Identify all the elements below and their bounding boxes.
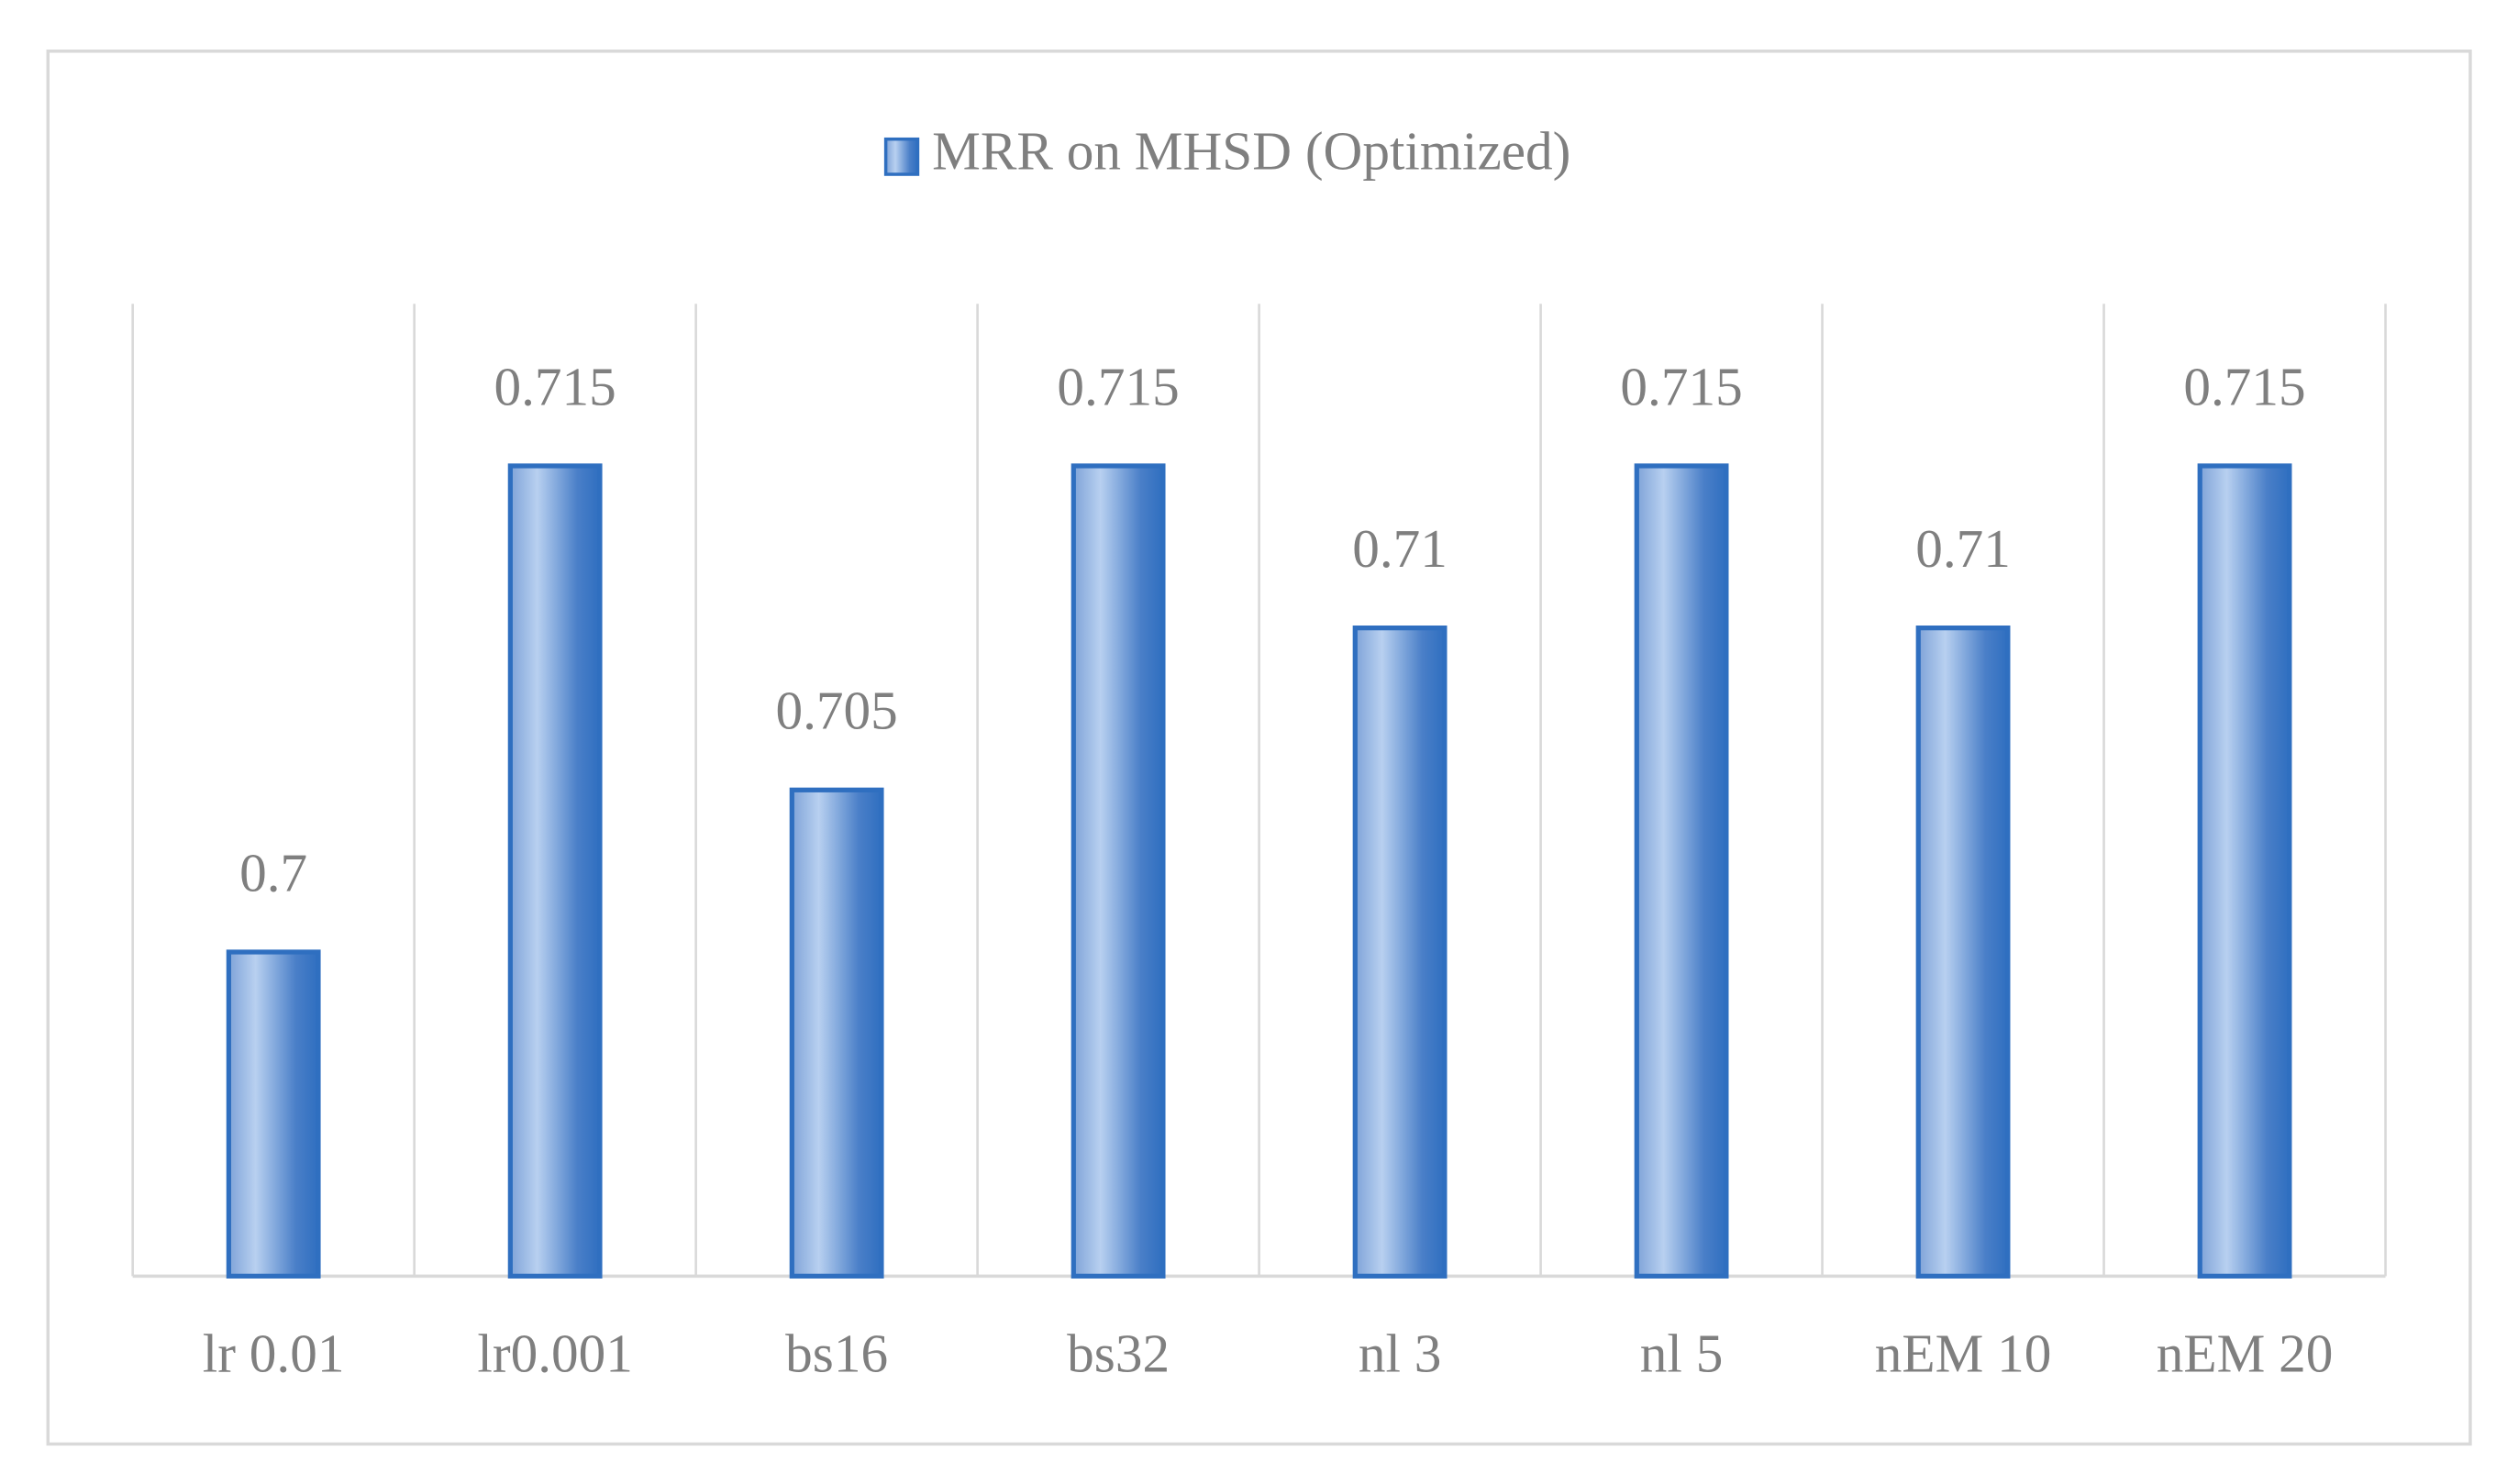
bar	[1352, 626, 1448, 1279]
x-tick-label: nl 5	[1640, 1323, 1724, 1384]
x-tick-label: lr0.001	[477, 1323, 633, 1384]
data-label: 0.715	[2183, 356, 2305, 416]
data-label: 0.7	[239, 842, 307, 903]
x-tick-label: lr 0.01	[203, 1323, 345, 1384]
legend-swatch	[883, 137, 920, 176]
bar	[507, 463, 603, 1279]
x-tick-label: nl 3	[1359, 1323, 1442, 1384]
bar	[1634, 463, 1729, 1279]
x-tick-label: bs32	[1067, 1323, 1170, 1384]
data-label: 0.715	[1620, 356, 1742, 416]
data-label: 0.71	[1352, 518, 1448, 579]
data-label: 0.705	[775, 681, 897, 741]
legend-label: MRR on MHSD (Optimized)	[932, 120, 1570, 181]
data-label: 0.715	[494, 356, 616, 416]
bar	[1070, 463, 1166, 1279]
x-tick-label: nEM 20	[2157, 1323, 2334, 1384]
bar	[226, 949, 321, 1279]
bar	[1915, 626, 2011, 1279]
x-tick-label: bs16	[785, 1323, 888, 1384]
x-tick-label: nEM 10	[1875, 1323, 2052, 1384]
data-label: 0.715	[1057, 356, 1179, 416]
data-label: 0.71	[1915, 518, 2011, 579]
bar	[2197, 463, 2292, 1279]
bar	[789, 787, 884, 1279]
